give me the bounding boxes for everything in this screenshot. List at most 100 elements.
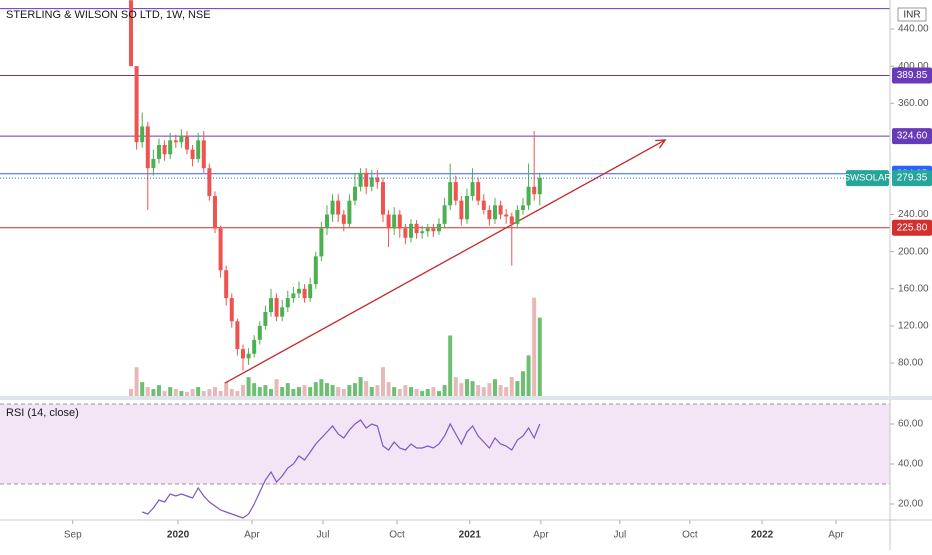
candle-body (240, 349, 245, 359)
volume-bar (358, 377, 363, 397)
x-tick-label: Apr (828, 530, 844, 541)
rsi-line (141, 419, 541, 519)
volume-bar (364, 381, 369, 397)
y-tick-label: 160.00 (898, 283, 929, 294)
volume-bar (476, 385, 481, 397)
candle-body (156, 144, 161, 159)
volume-bar (470, 381, 475, 397)
level-tag-label: 389.85 (897, 70, 928, 81)
rsi-band (0, 404, 890, 484)
volume-bar (302, 385, 307, 397)
volume-bar (280, 387, 285, 397)
volume-bar (162, 391, 167, 397)
candle-body (504, 214, 509, 217)
candle-body (257, 325, 262, 340)
level-tag (892, 219, 932, 236)
volume-bar (296, 387, 301, 397)
candle-body (369, 177, 374, 187)
volume-bar (134, 367, 139, 397)
volume-bar (240, 385, 245, 397)
candle-body (436, 223, 441, 232)
candle-body (520, 205, 525, 210)
candle-body (509, 216, 514, 224)
candle-body (173, 140, 178, 143)
x-tick-label: Oct (389, 530, 405, 541)
y-tick-label: 440.00 (898, 24, 929, 35)
candle-body (201, 140, 206, 169)
y-tick-label: 80.00 (898, 358, 923, 369)
candle-body (140, 126, 145, 143)
volume-bar (291, 389, 296, 397)
candle-body (336, 200, 341, 215)
volume-bar (212, 387, 217, 397)
volume-bar (520, 371, 525, 397)
last-price-label: 279.35 (897, 173, 928, 184)
candle-body (179, 135, 184, 143)
volume-bar (145, 387, 150, 397)
volume-bar (375, 385, 380, 397)
candle-body (263, 312, 268, 326)
volume-bar (492, 379, 497, 397)
volume-bar (156, 385, 161, 397)
volume-bar (498, 385, 503, 397)
volume-bar (274, 379, 279, 397)
volume-bar (246, 377, 251, 397)
rsi-title: RSI (14, close) (6, 407, 79, 419)
candle-body (330, 200, 335, 215)
symbol-tag (846, 170, 889, 187)
volume-bar (347, 385, 352, 397)
volume-bar (526, 355, 531, 397)
candle-body (352, 186, 357, 201)
candle-body (403, 228, 408, 238)
volume-bar (235, 391, 240, 397)
volume-bar (515, 381, 520, 397)
candle-body (364, 172, 369, 187)
candle-body (190, 149, 195, 159)
volume-bar (464, 379, 469, 397)
candle-body (498, 205, 503, 215)
volume-bar (504, 387, 509, 397)
candle-body (386, 214, 391, 229)
candle-body (224, 270, 229, 299)
y-tick-label: 240.00 (898, 209, 929, 220)
rsi-y-tick-label: 20.00 (898, 499, 923, 510)
volume-bar (313, 382, 318, 397)
candle-body (476, 182, 481, 201)
y-tick-label: 360.00 (898, 98, 929, 109)
candle-body (184, 135, 189, 150)
candle-body (229, 298, 234, 322)
volume-bar (151, 389, 156, 397)
last-price-tag (892, 170, 932, 187)
candle-body (168, 140, 173, 155)
volume-bar (481, 387, 486, 397)
symbol-tag-label: SWSOLAR (844, 173, 892, 184)
volume-bar (537, 317, 542, 397)
volume-bar (319, 379, 324, 397)
x-tick-label: Jul (317, 530, 330, 541)
volume-bar (173, 389, 178, 397)
candle-body (464, 196, 469, 220)
y-tick-label: 400.00 (898, 61, 929, 72)
rsi-y-tick-label: 40.00 (898, 459, 923, 470)
volume-bar (128, 389, 133, 397)
volume-bar (431, 387, 436, 397)
candle-body (218, 228, 223, 271)
currency-label: INR (903, 10, 920, 21)
level-tag-label: 225.80 (897, 222, 928, 233)
candle-body (134, 66, 139, 143)
volume-bar (448, 335, 453, 397)
candle-body (414, 223, 419, 234)
volume-bar (392, 387, 397, 397)
currency-box[interactable] (897, 7, 927, 22)
candle-body (448, 182, 453, 206)
trend-line (224, 139, 666, 384)
volume-bar (308, 387, 313, 397)
candle-body (296, 288, 301, 294)
volume-bar (140, 382, 145, 397)
plot-layer: 80.00 120.00 160.00 200.00 240.00 360.00 400.0… (0, 0, 932, 541)
volume-bar (380, 367, 385, 397)
volume-bar (252, 383, 257, 397)
candle-body (392, 214, 397, 229)
volume-bar (369, 387, 374, 397)
